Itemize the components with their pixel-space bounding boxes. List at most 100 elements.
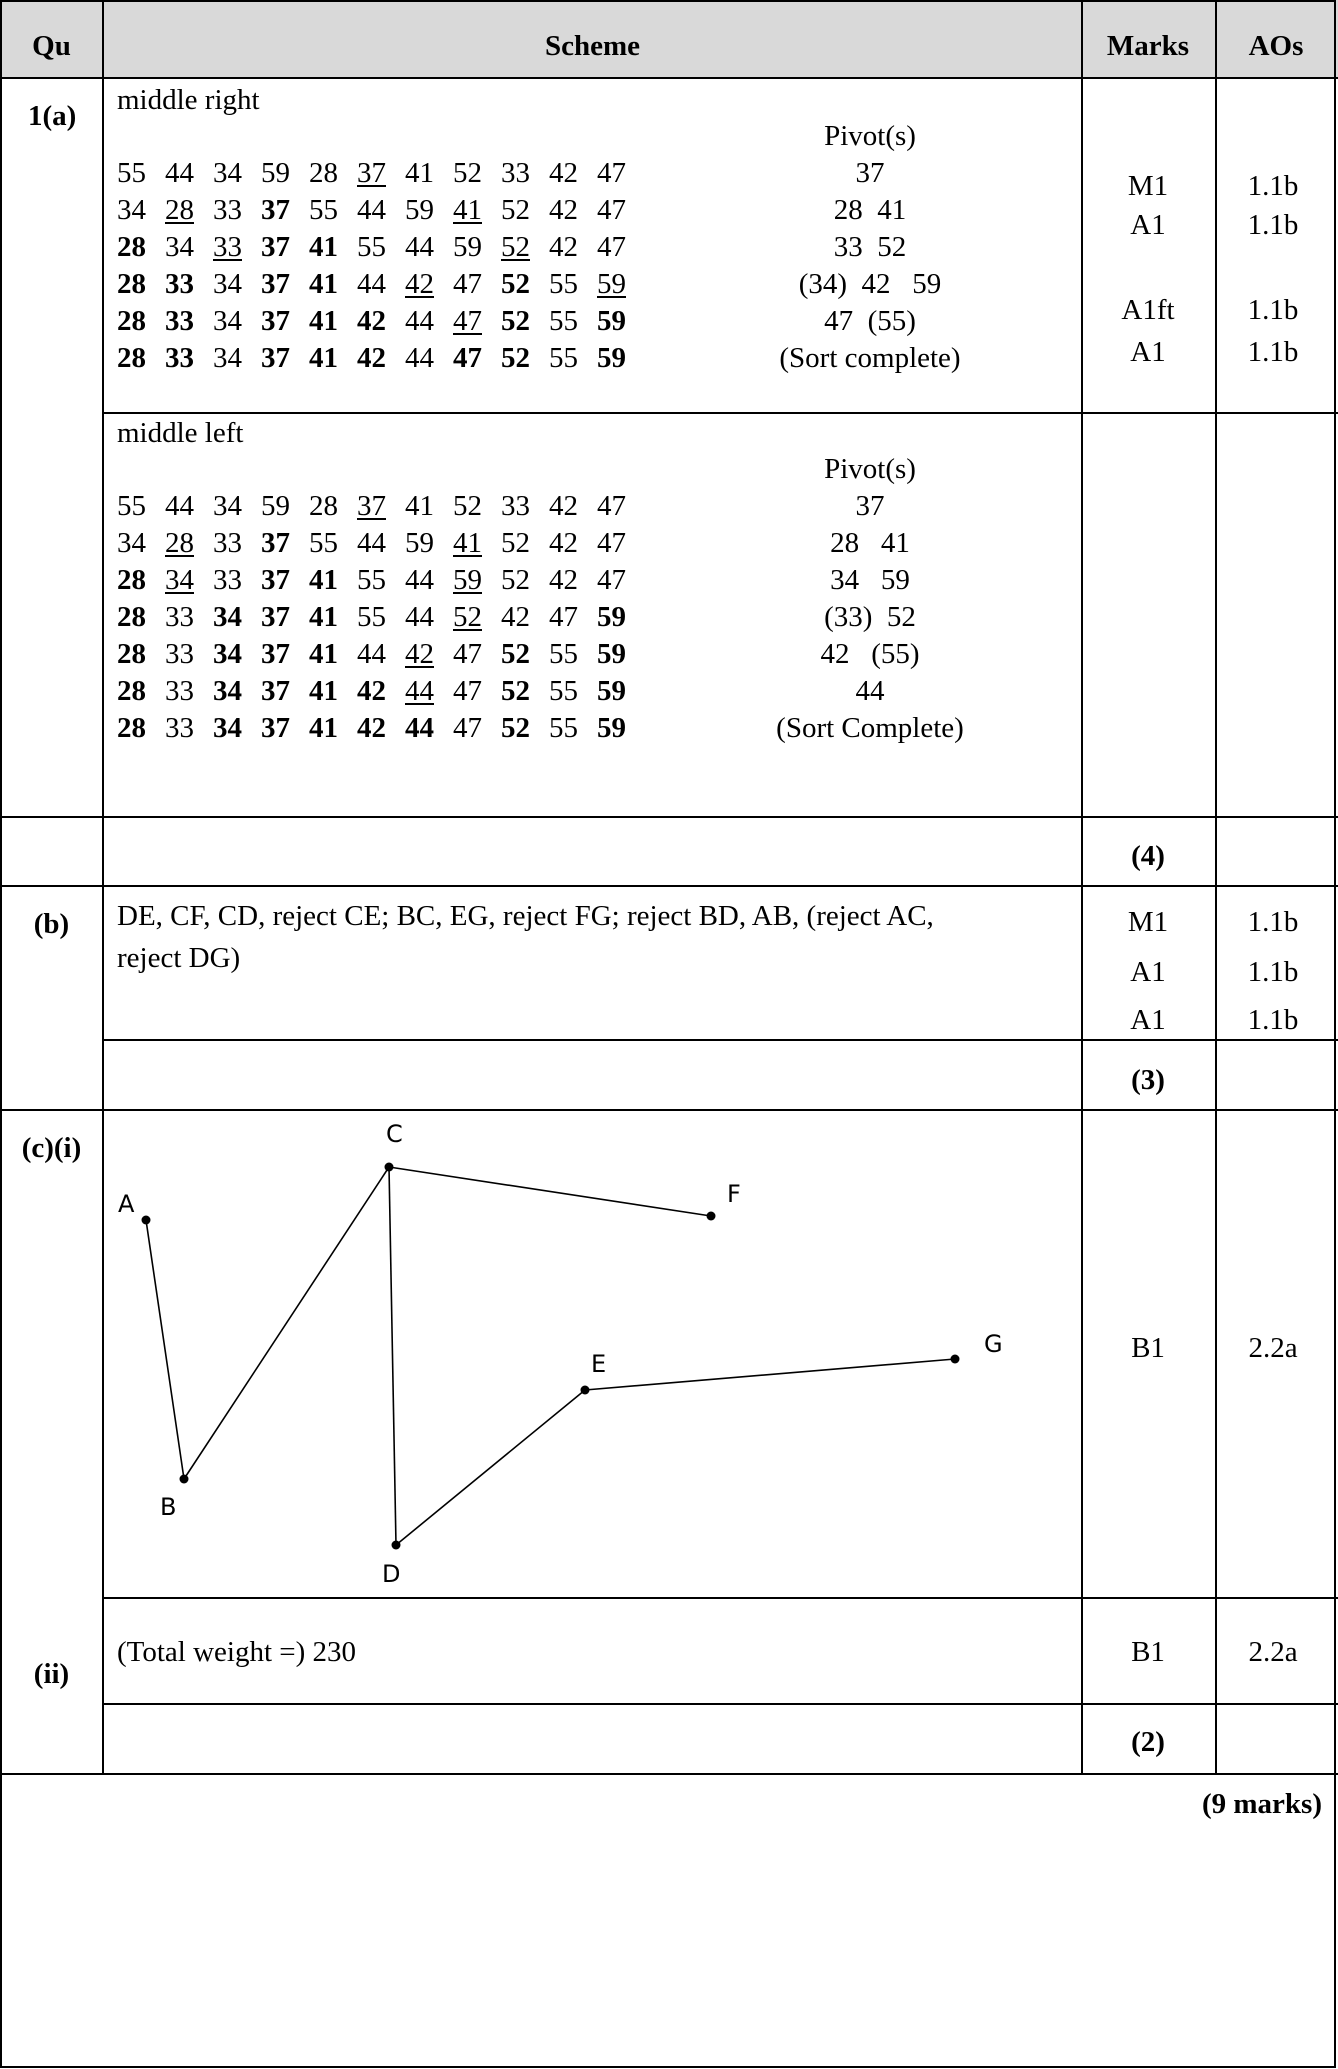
sequence-value: 47: [597, 527, 626, 559]
sequence-value: 33: [501, 157, 530, 189]
edge-CD: [388, 1166, 397, 1546]
sequence-value: 55: [309, 194, 338, 226]
sequence-value: 55: [549, 712, 578, 744]
sequence-value: 28: [117, 231, 146, 263]
middle-right-pivot: 47 (55): [824, 305, 916, 337]
sequence-value: 37: [261, 231, 290, 263]
sequence-value: 55: [549, 342, 578, 374]
node-label-D: D: [382, 1560, 400, 1588]
sequence-value: 44: [405, 601, 434, 633]
q1ci-ao: 2.2a: [1248, 1332, 1298, 1364]
sequence-value: 47: [597, 194, 626, 226]
middle-right-row: 28 33 34 37 41 42 44 47 52 55 59: [117, 344, 645, 373]
sequence-value: 52: [501, 231, 530, 263]
sequence-value: 55: [357, 601, 386, 633]
sequence-value: 52: [453, 157, 482, 189]
q1b-answer-line-1: DE, CF, CD, reject CE; BC, EG, reject FG…: [117, 900, 934, 932]
sequence-value: 34: [213, 675, 242, 707]
sequence-value: 33: [165, 601, 194, 633]
q1a-ao: 1.1b: [1247, 336, 1299, 368]
sequence-value: 52: [453, 601, 482, 633]
q1a-mark: A1: [1130, 209, 1166, 241]
q1b-ao: 1.1b: [1247, 956, 1299, 988]
sequence-value: 42: [357, 675, 386, 707]
sequence-value: 28: [309, 157, 338, 189]
sequence-value: 52: [501, 194, 530, 226]
sequence-value: 37: [261, 194, 290, 226]
edge-CF: [388, 1166, 712, 1217]
sequence-value: 59: [597, 712, 626, 744]
middle-right-row: 34 28 33 37 55 44 59 41 52 42 47: [117, 196, 645, 225]
sequence-value: 59: [597, 638, 626, 670]
sequence-value: 47: [453, 675, 482, 707]
sequence-value: 59: [597, 305, 626, 337]
sequence-value: 47: [597, 490, 626, 522]
sequence-value: 52: [453, 490, 482, 522]
sequence-value: 44: [405, 231, 434, 263]
node-G: [950, 1354, 960, 1364]
sequence-value: 55: [549, 305, 578, 337]
q1a-ao: 1.1b: [1247, 170, 1299, 202]
node-F: [706, 1211, 716, 1221]
middle-left-row: 28 33 34 37 41 44 42 47 52 55 59: [117, 640, 645, 669]
sequence-value: 42: [549, 490, 578, 522]
sequence-value: 41: [309, 564, 338, 596]
q1a-mark: A1: [1130, 336, 1166, 368]
spanning-tree-diagram: A B C D E F G: [118, 1120, 1003, 1588]
sequence-value: 28: [117, 675, 146, 707]
middle-right-row: 28 34 33 37 41 55 44 59 52 42 47: [117, 233, 645, 262]
sequence-value: 28: [117, 305, 146, 337]
sequence-value: 41: [309, 231, 338, 263]
sequence-value: 41: [309, 268, 338, 300]
middle-left-pivot: 34 59: [830, 564, 910, 596]
sequence-value: 33: [165, 268, 194, 300]
sequence-value: 42: [549, 231, 578, 263]
sequence-value: 34: [213, 342, 242, 374]
node-E: [580, 1385, 590, 1395]
header-qu: Qu: [32, 30, 71, 62]
sequence-value: 52: [501, 675, 530, 707]
sequence-value: 52: [501, 712, 530, 744]
sequence-value: 59: [453, 231, 482, 263]
sequence-value: 37: [261, 564, 290, 596]
grand-total-marks: (9 marks): [1201, 1788, 1322, 1820]
middle-left-pivot-header: Pivot(s): [824, 453, 916, 485]
sequence-value: 44: [357, 268, 386, 300]
sequence-value: 28: [165, 527, 194, 559]
question-label-1ci: (c)(i): [21, 1132, 82, 1164]
sequence-value: 55: [549, 675, 578, 707]
sequence-value: 55: [549, 638, 578, 670]
middle-left-row: 34 28 33 37 55 44 59 41 52 42 47: [117, 529, 645, 558]
node-label-A: A: [118, 1190, 135, 1218]
sequence-value: 34: [117, 527, 146, 559]
middle-right-row: 28 33 34 37 41 42 44 47 52 55 59: [117, 307, 645, 336]
middle-left-row: 28 33 34 37 41 42 44 47 52 55 59: [117, 677, 645, 706]
question-label-1a: 1(a): [28, 100, 77, 132]
sequence-value: 34: [213, 601, 242, 633]
sequence-value: 41: [309, 638, 338, 670]
sequence-value: 33: [213, 194, 242, 226]
sequence-value: 33: [165, 675, 194, 707]
sequence-value: 41: [453, 194, 482, 226]
sequence-value: 41: [309, 675, 338, 707]
middle-right-pivot: 37: [855, 157, 885, 189]
sequence-value: 37: [261, 675, 290, 707]
middle-left-pivot: (33) 52: [824, 601, 916, 633]
sequence-value: 44: [405, 564, 434, 596]
sequence-value: 55: [357, 564, 386, 596]
middle-right-title: middle right: [117, 84, 260, 116]
sequence-value: 33: [165, 305, 194, 337]
sequence-value: 55: [309, 527, 338, 559]
q1b-answer-line-2: reject DG): [117, 942, 241, 974]
sequence-value: 33: [213, 564, 242, 596]
sequence-value: 55: [357, 231, 386, 263]
sequence-value: 41: [453, 527, 482, 559]
sequence-value: 42: [357, 712, 386, 744]
sequence-value: 44: [405, 675, 434, 707]
q1cii-mark: B1: [1131, 1636, 1165, 1668]
sequence-value: 47: [597, 157, 626, 189]
sequence-value: 44: [165, 490, 194, 522]
middle-right-pivot: (Sort complete): [779, 342, 961, 374]
sequence-value: 55: [549, 268, 578, 300]
